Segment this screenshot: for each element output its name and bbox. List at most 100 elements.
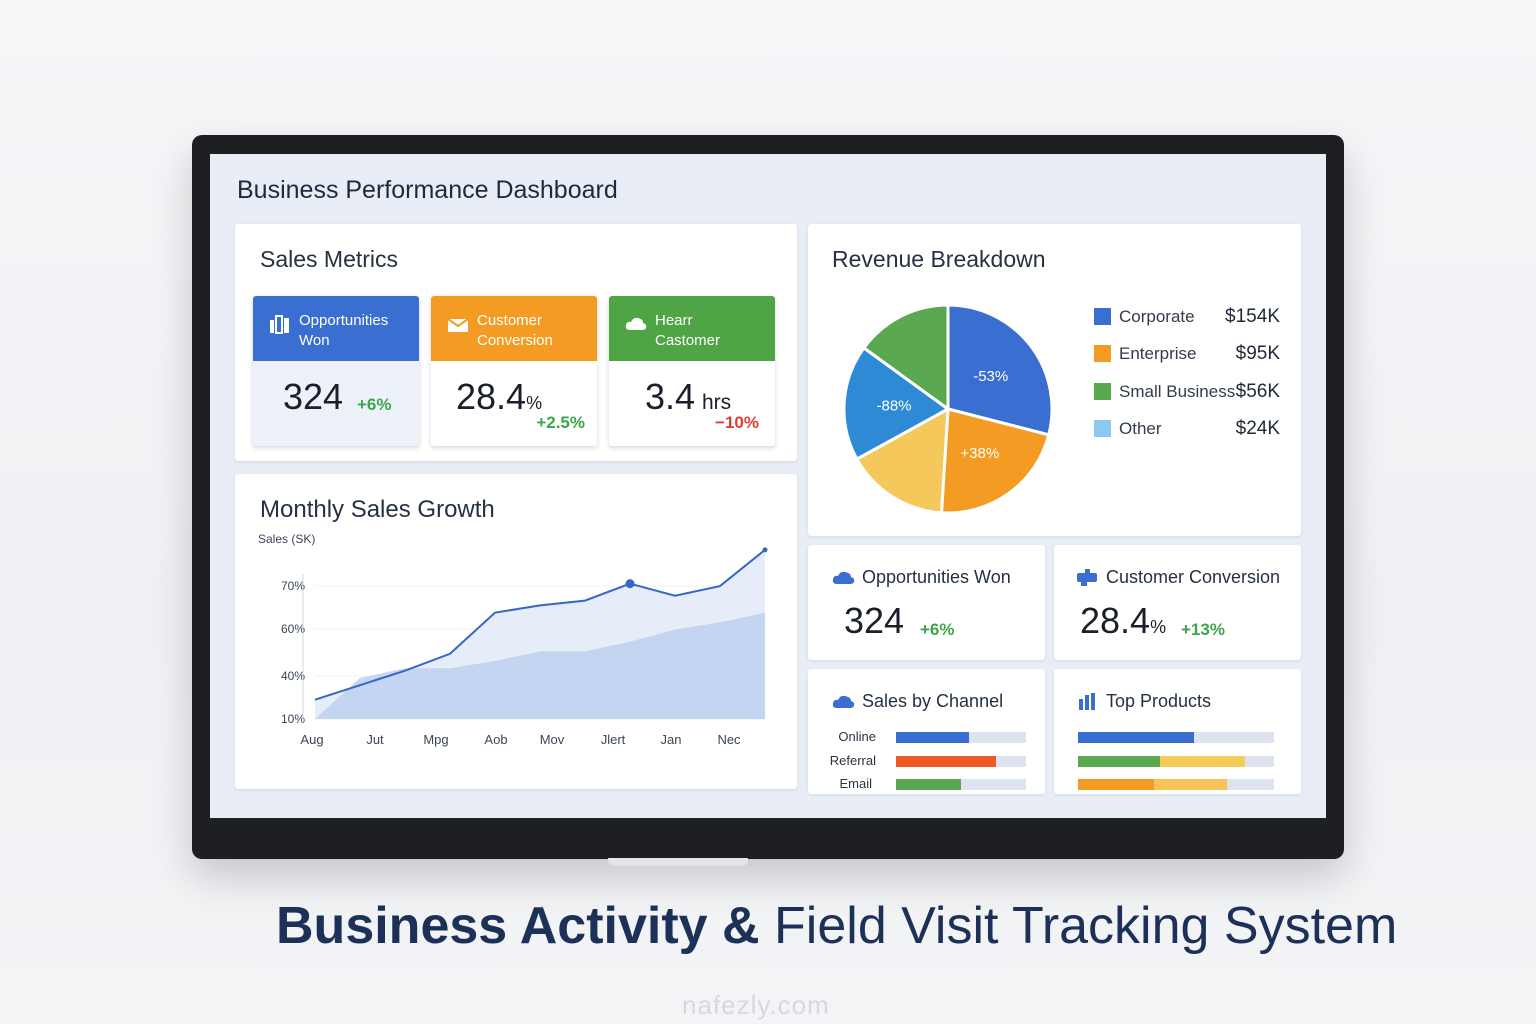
channel-bar-online bbox=[896, 732, 969, 743]
tile-header: Hearr Castomer bbox=[609, 296, 775, 361]
tile-header: Opportunities Won bbox=[253, 296, 419, 361]
series-1-line bbox=[314, 549, 766, 701]
product-bar-3a bbox=[1078, 779, 1155, 790]
opportunities-won-card[interactable]: Opportunities Won 324 +6% bbox=[808, 545, 1045, 660]
customer-conversion-value: 28.4% bbox=[1080, 600, 1166, 642]
top-products-card: Top Products bbox=[1054, 669, 1301, 794]
channel-label: Referral bbox=[829, 753, 876, 768]
product-bar-track bbox=[1078, 732, 1274, 743]
dashboard-title: Business Performance Dashboard bbox=[237, 176, 618, 204]
monthly-sales-growth-card: Monthly Sales Growth Sales (SK) 70% 60% 40… bbox=[235, 474, 797, 789]
product-bar-1 bbox=[1078, 732, 1194, 743]
cloud-icon bbox=[832, 695, 855, 708]
pie-slice bbox=[946, 303, 1054, 437]
y-tick-label: 10% bbox=[281, 712, 305, 726]
tile-label: Castomer bbox=[655, 332, 721, 349]
legend-value: $154K bbox=[1225, 306, 1280, 327]
data-point-end bbox=[762, 547, 768, 553]
sales-growth-chart: 70% 60% 40% 10% Aug Jut Mpg Aob Mov Jlert Jan Nec bbox=[281, 547, 768, 747]
tile-body: 3.4 hrs −10% bbox=[609, 361, 775, 446]
sales-by-channel-title: Sales by Channel bbox=[862, 691, 1004, 711]
channel-bar-referral bbox=[896, 756, 997, 767]
top-products-title: Top Products bbox=[1106, 691, 1212, 711]
watermark: nafezly.com bbox=[682, 990, 830, 1020]
legend-swatch bbox=[1094, 308, 1111, 325]
tile-body: 28.4% +2.5% bbox=[431, 361, 597, 446]
tile-value: 3.4 bbox=[645, 376, 696, 417]
dashboard-screen: Business Performance Dashboard Sales Met… bbox=[210, 154, 1326, 818]
product-bar-2b bbox=[1160, 756, 1245, 767]
revenue-breakdown-title: Revenue Breakdown bbox=[832, 246, 1046, 272]
tile-value: 324 bbox=[283, 376, 344, 417]
opportunities-won-title: Opportunities Won bbox=[862, 567, 1011, 587]
tile-customer-conversion[interactable]: Customer Conversion 28.4% +2.5% bbox=[431, 296, 597, 446]
footer-title: Business Activity & Field Visit Tracking… bbox=[276, 896, 1397, 956]
product-bar-2a bbox=[1078, 756, 1161, 767]
legend-item-small-business: Small Business $56K bbox=[1094, 381, 1280, 403]
tile-unit: hrs bbox=[702, 391, 732, 414]
channel-bar-track bbox=[896, 756, 1026, 767]
x-tick-label: Mpg bbox=[423, 732, 448, 747]
x-tick-label: Nec bbox=[717, 732, 741, 747]
pie-slice-label: -53% bbox=[973, 368, 1008, 385]
cloud-icon bbox=[832, 571, 855, 584]
legend-item-corporate: Corporate $154K bbox=[1094, 306, 1280, 328]
legend-label: Other bbox=[1119, 419, 1162, 438]
tile-body: 324 +6% bbox=[253, 361, 419, 446]
product-bar-track bbox=[1078, 779, 1274, 790]
y-tick-label: 40% bbox=[281, 669, 305, 683]
customer-conversion-number: 28.4 bbox=[1080, 600, 1151, 641]
pie-slice bbox=[842, 345, 951, 462]
tile-change: +2.5% bbox=[536, 413, 585, 432]
tile-hearr-castomer[interactable]: Hearr Castomer 3.4 hrs −10% bbox=[609, 296, 775, 446]
customer-conversion-change: +13% bbox=[1181, 620, 1225, 639]
cloud-icon bbox=[625, 317, 647, 330]
tile-label: Won bbox=[299, 332, 330, 349]
channel-bar-track bbox=[896, 779, 1026, 790]
channel-bar-track bbox=[896, 732, 1026, 743]
channel-bar-email bbox=[896, 779, 961, 790]
legend-item-other: Other $24K bbox=[1094, 418, 1280, 440]
revenue-breakdown-card: Revenue Breakdown -53% +38% -88% Corporate… bbox=[808, 224, 1301, 536]
legend-label: Corporate bbox=[1119, 307, 1195, 326]
legend-item-enterprise: Enterprise $95K bbox=[1094, 343, 1280, 365]
chat-icon bbox=[1077, 569, 1097, 586]
data-point-highlight[interactable] bbox=[625, 579, 635, 589]
tile-unit: % bbox=[526, 393, 543, 413]
tile-label: Customer bbox=[477, 312, 543, 329]
chart-subtitle: Sales (SK) bbox=[258, 532, 316, 546]
sales-by-channel-card: Sales by Channel Online Referral Email bbox=[808, 669, 1045, 794]
opportunities-won-value: 324 bbox=[844, 600, 905, 641]
revenue-pie-chart: -53% +38% -88% bbox=[842, 303, 1054, 515]
opportunities-won-change: +6% bbox=[920, 620, 955, 639]
legend-value: $24K bbox=[1235, 418, 1280, 439]
channel-label: Email bbox=[839, 776, 872, 791]
x-tick-label: Jut bbox=[366, 732, 384, 747]
legend-swatch bbox=[1094, 420, 1111, 437]
pie-slice bbox=[854, 406, 950, 515]
footer-title-rest: Field Visit Tracking System bbox=[759, 897, 1398, 955]
tile-value-number: 28.4 bbox=[456, 376, 527, 417]
product-bar-3b bbox=[1154, 779, 1227, 790]
tile-label: Hearr bbox=[655, 312, 693, 329]
monthly-sales-growth-title: Monthly Sales Growth bbox=[260, 496, 495, 523]
tile-opportunities-won[interactable]: Opportunities Won 324 +6% bbox=[253, 296, 419, 446]
legend-value: $95K bbox=[1235, 343, 1280, 364]
sales-metrics-title: Sales Metrics bbox=[260, 246, 399, 272]
y-tick-label: 70% bbox=[281, 579, 305, 593]
tile-change: −10% bbox=[715, 413, 759, 432]
tile-label: Conversion bbox=[477, 332, 553, 349]
envelope-icon bbox=[447, 318, 469, 332]
customer-conversion-title: Customer Conversion bbox=[1106, 567, 1281, 587]
series-2-area bbox=[315, 612, 765, 719]
tile-header: Customer Conversion bbox=[431, 296, 597, 361]
x-tick-label: Aug bbox=[300, 732, 323, 747]
pie-slice bbox=[861, 303, 950, 412]
product-bar-track bbox=[1078, 756, 1274, 767]
customer-conversion-card[interactable]: Customer Conversion 28.4% +13% bbox=[1054, 545, 1301, 660]
tile-value: 28.4% bbox=[456, 376, 542, 418]
sales-metrics-card: Sales Metrics Opportunities Won 324 +6% … bbox=[235, 224, 797, 461]
legend-swatch bbox=[1094, 383, 1111, 400]
footer-title-bold: Business Activity & bbox=[276, 897, 760, 955]
x-tick-label: Jlert bbox=[601, 732, 626, 747]
